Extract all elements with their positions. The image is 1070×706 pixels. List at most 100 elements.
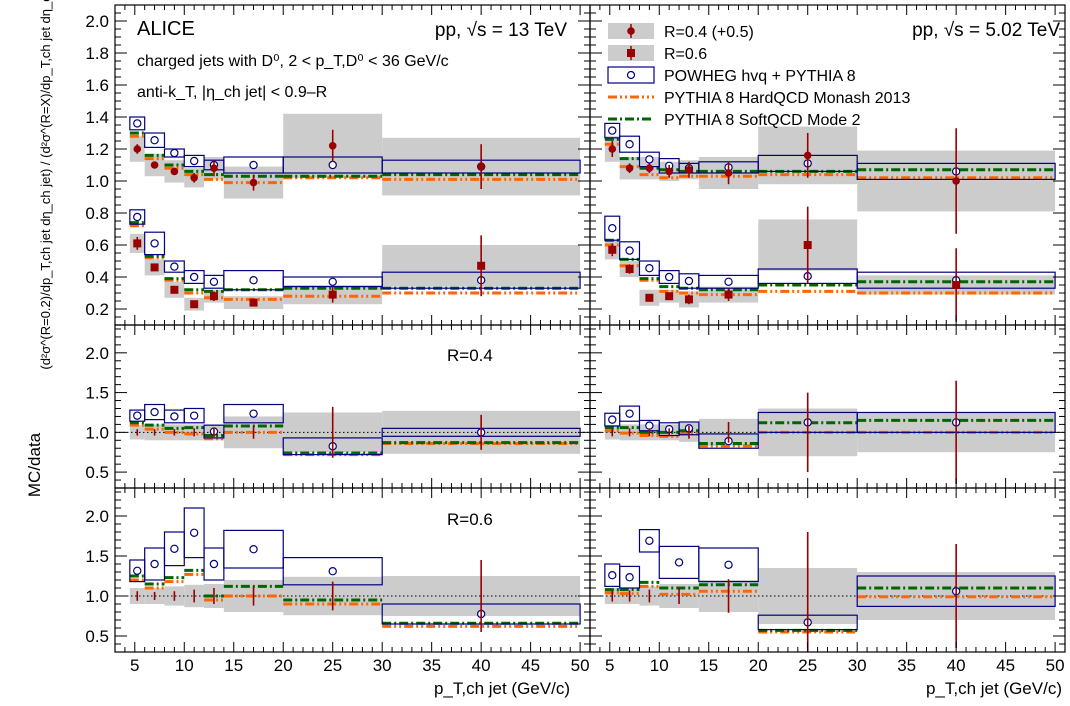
- r06-powheg-point: [150, 239, 159, 248]
- legend: R=0.4 (+0.5) R=0.6 POWHEG hvq + PYTHIA 8 PY…: [607, 23, 910, 129]
- r06-data-point: [170, 285, 179, 294]
- x-tick-label: 20: [274, 656, 293, 675]
- r04-data-point: [724, 169, 733, 177]
- r04-data-point: [190, 174, 198, 182]
- x-tick-label: 10: [650, 656, 669, 675]
- r06-data-point: [150, 263, 159, 272]
- y-tick-label: 2.0: [85, 12, 109, 31]
- r04-powheg-box: [144, 132, 166, 148]
- x-tick-label: 25: [323, 656, 342, 675]
- r04-data-point: [665, 167, 673, 176]
- y-tick-label: 0.2: [85, 300, 109, 319]
- x-tick-label: 30: [848, 656, 867, 675]
- r04-powheg-point: [189, 156, 199, 166]
- ratio-powheg-point: [249, 545, 258, 554]
- legend-label: PYTHIA 8 SoftQCD Mode 2: [664, 112, 861, 129]
- r06-powheg-point: [608, 223, 617, 233]
- ratio-powheg-box: [619, 405, 641, 422]
- ratio-powheg-point: [674, 558, 684, 567]
- r06-data-point: [328, 290, 337, 299]
- y-tick-label: 1.0: [85, 423, 109, 442]
- r06-data-point: [209, 292, 218, 301]
- r06-data-point: [477, 261, 486, 270]
- r06-data-point: [645, 293, 654, 302]
- ratio-powheg-point: [645, 536, 654, 546]
- ratio-powheg-point: [608, 571, 617, 580]
- r04-data-point: [625, 164, 634, 172]
- r06-data-point: [625, 265, 634, 273]
- legend-label: R=0.6: [664, 46, 707, 63]
- x-tick-label: 45: [996, 656, 1015, 675]
- r04-powheg-point: [328, 160, 337, 170]
- x-axis-label-left: p_T,ch jet (GeV/c): [434, 679, 570, 698]
- r04-data-point: [477, 162, 485, 171]
- r04-powheg-point: [133, 119, 142, 128]
- ratio-powheg-point: [150, 559, 159, 569]
- y-tick-label: 2.0: [85, 507, 109, 526]
- ratio-powheg-point: [249, 409, 258, 418]
- ratio-powheg-point: [170, 544, 179, 554]
- energy-label-5tev: pp, √s = 5.02 TeV: [912, 20, 1060, 41]
- y-axis-label-ratio: MC/data: [25, 432, 44, 497]
- r04-powheg-box: [604, 122, 621, 139]
- legend-powheg-marker: [626, 70, 636, 80]
- y-tick-label: 0.8: [85, 204, 109, 223]
- experiment-label: ALICE: [137, 18, 195, 40]
- ratio-powheg-point: [133, 566, 142, 576]
- r04-data-point: [685, 166, 693, 174]
- x-tick-label: 35: [897, 656, 916, 675]
- panel-r04-5: [590, 380, 1065, 485]
- legend-circle-marker: [627, 27, 635, 35]
- ratio-powheg-box: [183, 407, 205, 424]
- ratio-powheg-point: [625, 409, 634, 418]
- x-tick-label: 45: [521, 656, 540, 675]
- panel-r06-5: [590, 528, 1065, 652]
- legend-label: POWHEG hvq + PYTHIA 8: [664, 68, 856, 85]
- ratio-powheg-box: [223, 529, 284, 569]
- selection-label: charged jets with D⁰, 2 < p_T,D⁰ < 36 Ge…: [137, 53, 449, 70]
- legend-square-marker: [627, 49, 635, 57]
- r04-data-point: [328, 142, 337, 150]
- frame-r04-5: [589, 324, 1066, 489]
- ratio-powheg-point: [608, 415, 617, 424]
- x-tick-label: 35: [422, 656, 441, 675]
- r04-data-point: [150, 161, 159, 169]
- r06-powheg-box: [619, 241, 641, 261]
- r06-data-point: [684, 295, 693, 304]
- y-tick-label: 0.5: [85, 463, 109, 482]
- r04-powheg-point: [645, 155, 654, 164]
- r06-powheg-point: [170, 262, 179, 271]
- y-tick-label: 1.5: [85, 547, 109, 566]
- r04-data-point: [210, 164, 218, 172]
- r06-powheg-point: [664, 272, 674, 282]
- x-tick-label: 50: [1046, 656, 1065, 675]
- r06-data-point: [952, 281, 961, 289]
- y-tick-label: 2.0: [85, 344, 109, 363]
- x-tick-label: 10: [175, 656, 194, 675]
- x-tick-label: 20: [749, 656, 768, 675]
- ratio-powheg-point: [189, 528, 199, 538]
- panel-r06-13: [115, 507, 590, 632]
- x-tick-label: 15: [699, 656, 718, 675]
- ratio-powheg-point: [150, 407, 159, 417]
- r04-data-point: [170, 167, 179, 176]
- plot-panels: [115, 113, 1065, 652]
- x-tick-label: 40: [472, 656, 491, 675]
- ratio-powheg-box: [619, 565, 641, 589]
- panel-top-5: [604, 122, 1056, 322]
- r04-powheg-point: [608, 126, 617, 135]
- r06-powheg-point: [625, 246, 634, 255]
- x-tick-label: 25: [798, 656, 817, 675]
- r06-data-point: [133, 239, 142, 248]
- r06-powheg-box: [604, 215, 621, 241]
- r04-data-point: [803, 151, 812, 160]
- r06-data-point: [249, 298, 258, 307]
- r06-powheg-box: [144, 231, 166, 256]
- legend-label: PYTHIA 8 HardQCD Monash 2013: [664, 90, 910, 107]
- r06-powheg-box: [163, 260, 185, 273]
- r06-powheg-point: [724, 277, 733, 286]
- y-tick-label: 1.0: [85, 172, 109, 191]
- ratio-powheg-box: [223, 403, 284, 424]
- r06-powheg-point: [684, 276, 694, 286]
